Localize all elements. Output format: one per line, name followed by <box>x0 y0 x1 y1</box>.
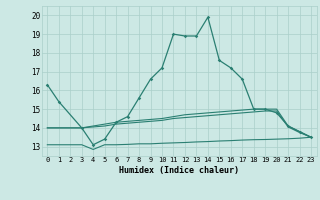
X-axis label: Humidex (Indice chaleur): Humidex (Indice chaleur) <box>119 166 239 175</box>
